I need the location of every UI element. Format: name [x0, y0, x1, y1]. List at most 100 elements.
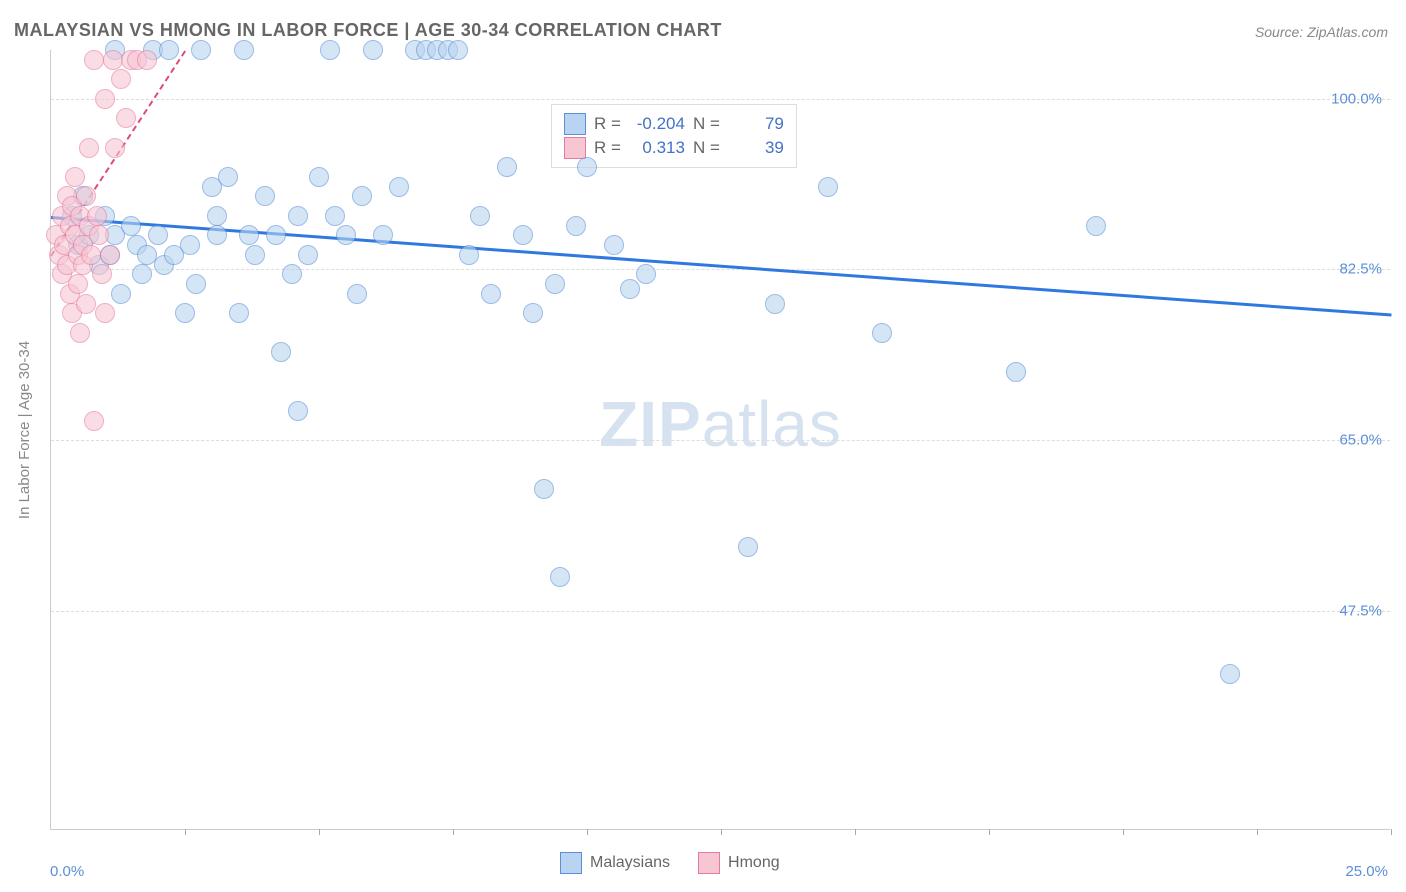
data-point [121, 216, 141, 236]
data-point [148, 225, 168, 245]
data-point [245, 245, 265, 265]
data-point [347, 284, 367, 304]
data-point [1220, 664, 1240, 684]
legend-swatch-malaysians [564, 113, 586, 135]
data-point [95, 89, 115, 109]
x-tick [453, 829, 454, 835]
data-point [81, 245, 101, 265]
watermark-bold: ZIP [599, 388, 702, 460]
data-point [282, 264, 302, 284]
data-point [100, 245, 120, 265]
data-point [448, 40, 468, 60]
data-point [266, 225, 286, 245]
x-tick [1391, 829, 1392, 835]
data-point [180, 235, 200, 255]
legend-stats-row-2: R = 0.313 N = 39 [564, 137, 784, 159]
data-point [470, 206, 490, 226]
data-point [79, 138, 99, 158]
data-point [70, 323, 90, 343]
y-tick-label: 82.5% [1339, 261, 1382, 278]
legend-label-hmong: Hmong [728, 854, 780, 872]
x-tick [1123, 829, 1124, 835]
data-point [336, 225, 356, 245]
watermark: ZIPatlas [599, 387, 842, 461]
plot-area: ZIPatlas R = -0.204 N = 79 R = 0.313 N =… [50, 50, 1390, 830]
n-label: N = [693, 114, 720, 134]
data-point [137, 50, 157, 70]
data-point [95, 303, 115, 323]
n-value-malaysians: 79 [728, 114, 784, 134]
data-point [513, 225, 533, 245]
legend-stats-row-1: R = -0.204 N = 79 [564, 113, 784, 135]
data-point [298, 245, 318, 265]
data-point [218, 167, 238, 187]
legend-bottom: Malaysians Hmong [560, 852, 780, 874]
x-tick [721, 829, 722, 835]
gridline [51, 99, 1390, 100]
x-tick [1257, 829, 1258, 835]
gridline [51, 440, 1390, 441]
data-point [159, 40, 179, 60]
data-point [105, 138, 125, 158]
data-point [239, 225, 259, 245]
chart-title: MALAYSIAN VS HMONG IN LABOR FORCE | AGE … [14, 20, 722, 41]
data-point [872, 323, 892, 343]
legend-label-malaysians: Malaysians [590, 854, 670, 872]
y-axis-title: In Labor Force | Age 30-34 [16, 341, 33, 519]
data-point [103, 50, 123, 70]
data-point [363, 40, 383, 60]
data-point [818, 177, 838, 197]
data-point [309, 167, 329, 187]
data-point [84, 411, 104, 431]
data-point [534, 479, 554, 499]
data-point [566, 216, 586, 236]
data-point [1086, 216, 1106, 236]
data-point [229, 303, 249, 323]
data-point [389, 177, 409, 197]
data-point [636, 264, 656, 284]
data-point [604, 235, 624, 255]
data-point [234, 40, 254, 60]
data-point [373, 225, 393, 245]
data-point [352, 186, 372, 206]
data-point [186, 274, 206, 294]
data-point [132, 264, 152, 284]
data-point [65, 167, 85, 187]
data-point [87, 206, 107, 226]
data-point [738, 537, 758, 557]
data-point [76, 186, 96, 206]
data-point [89, 225, 109, 245]
y-tick-label: 100.0% [1331, 90, 1382, 107]
source-attribution: Source: ZipAtlas.com [1255, 24, 1388, 40]
x-tick [185, 829, 186, 835]
x-axis-min-label: 0.0% [50, 863, 84, 880]
data-point [459, 245, 479, 265]
data-point [481, 284, 501, 304]
data-point [523, 303, 543, 323]
data-point [111, 284, 131, 304]
r-value-hmong: 0.313 [629, 138, 685, 158]
gridline [51, 269, 1390, 270]
x-tick [587, 829, 588, 835]
data-point [116, 108, 136, 128]
data-point [175, 303, 195, 323]
data-point [207, 206, 227, 226]
data-point [288, 206, 308, 226]
x-axis-max-label: 25.0% [1345, 863, 1388, 880]
data-point [207, 225, 227, 245]
r-value-malaysians: -0.204 [629, 114, 685, 134]
data-point [271, 342, 291, 362]
data-point [288, 401, 308, 421]
data-point [550, 567, 570, 587]
legend-item-malaysians: Malaysians [560, 852, 670, 874]
data-point [765, 294, 785, 314]
n-label: N = [693, 138, 720, 158]
legend-swatch-hmong [564, 137, 586, 159]
gridline [51, 611, 1390, 612]
data-point [497, 157, 517, 177]
data-point [320, 40, 340, 60]
data-point [325, 206, 345, 226]
data-point [255, 186, 275, 206]
data-point [577, 157, 597, 177]
legend-swatch-malaysians-bottom [560, 852, 582, 874]
